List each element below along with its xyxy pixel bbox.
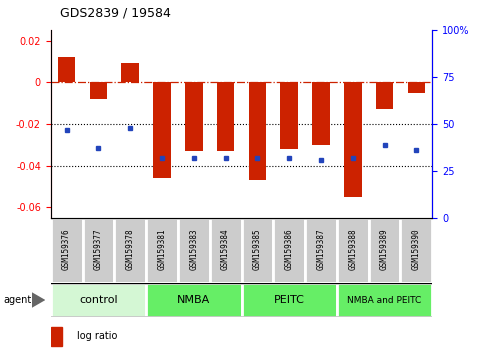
Bar — [146, 283, 242, 317]
Text: GSM159390: GSM159390 — [412, 228, 421, 270]
Bar — [51, 218, 83, 283]
Bar — [210, 218, 242, 283]
Text: GSM159383: GSM159383 — [189, 228, 199, 270]
Bar — [217, 82, 234, 151]
Bar — [146, 218, 178, 283]
Bar — [58, 57, 75, 82]
Text: GSM159376: GSM159376 — [62, 228, 71, 270]
Bar — [185, 82, 202, 151]
Text: GSM159384: GSM159384 — [221, 228, 230, 270]
Bar — [249, 82, 266, 180]
Bar — [344, 82, 362, 197]
Bar — [400, 218, 432, 283]
Text: NMBA: NMBA — [177, 295, 211, 305]
Bar — [153, 82, 171, 178]
Text: PEITC: PEITC — [274, 295, 305, 305]
Bar — [337, 218, 369, 283]
Text: GSM159385: GSM159385 — [253, 228, 262, 270]
Bar — [114, 218, 146, 283]
Bar — [312, 82, 330, 145]
Text: GSM159387: GSM159387 — [316, 228, 326, 270]
Text: agent: agent — [4, 295, 32, 305]
Text: control: control — [79, 295, 118, 305]
Bar — [408, 82, 425, 93]
Text: GSM159378: GSM159378 — [126, 228, 135, 270]
Bar — [369, 218, 400, 283]
Bar — [242, 283, 337, 317]
Bar — [51, 327, 62, 346]
Bar — [51, 283, 146, 317]
Bar — [273, 218, 305, 283]
Text: log ratio: log ratio — [77, 331, 118, 341]
Bar — [376, 82, 393, 109]
Text: GSM159377: GSM159377 — [94, 228, 103, 270]
Polygon shape — [32, 292, 45, 308]
Text: GSM159389: GSM159389 — [380, 228, 389, 270]
Text: GDS2839 / 19584: GDS2839 / 19584 — [60, 6, 171, 19]
Bar — [90, 82, 107, 99]
Text: GSM159386: GSM159386 — [284, 228, 294, 270]
Text: GSM159388: GSM159388 — [348, 228, 357, 270]
Bar — [178, 218, 210, 283]
Bar — [242, 218, 273, 283]
Bar — [281, 82, 298, 149]
Bar — [83, 218, 114, 283]
Bar — [305, 218, 337, 283]
Bar — [337, 283, 432, 317]
Bar — [121, 63, 139, 82]
Text: NMBA and PEITC: NMBA and PEITC — [347, 296, 422, 304]
Text: GSM159381: GSM159381 — [157, 228, 167, 270]
